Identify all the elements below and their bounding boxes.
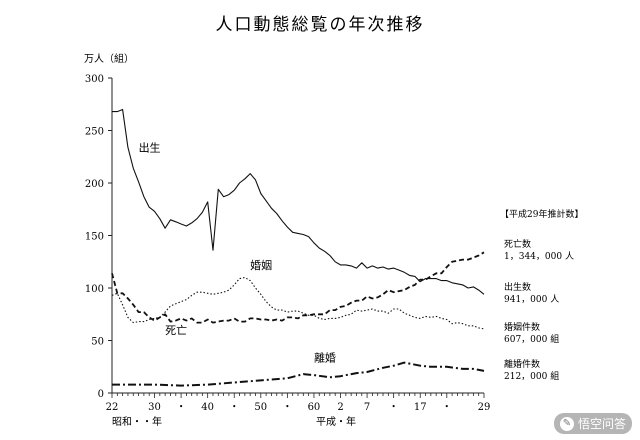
x-tick-label: 40 [201, 402, 214, 413]
y-tick-label: 200 [85, 179, 104, 190]
x-tick-label: ・ [229, 402, 239, 413]
x-tick-label: 22 [106, 402, 119, 413]
x-tick-label: ・ [282, 402, 292, 413]
x-tick-label: ・ [389, 402, 399, 413]
plot-layer: 0 50 100 150 200 250 300 22 30 ・ 40 ・ 50 ・ 60 2 7 ・ 17 ・ 29 出… [85, 74, 574, 413]
legend-name: 離婚件数 [504, 358, 540, 370]
series-label: 離婚 [314, 351, 336, 365]
x-tick-label: ・ [442, 402, 452, 413]
series-line-2 [111, 251, 485, 324]
x-era-label-heisei: 平成・年 [316, 415, 356, 428]
legend-name: 出生数 [504, 281, 531, 293]
x-tick-label: 60 [308, 402, 321, 413]
x-tick-label: 50 [254, 402, 267, 413]
x-tick-label: ・ [176, 402, 186, 413]
x-tick-label: 29 [478, 402, 491, 413]
watermark-text: 悟空问答 [577, 417, 626, 431]
chat-bubble-icon: ✎ [559, 416, 574, 431]
series-line-3 [111, 276, 485, 330]
legend-value: 607，000 組 [504, 333, 559, 345]
legend-value: 941，000 人 [504, 294, 559, 305]
series-label: 出生 [139, 141, 161, 155]
legend-name: 死亡数 [504, 238, 531, 250]
y-tick-label: 150 [85, 232, 104, 243]
y-tick-label: 50 [91, 337, 104, 348]
y-tick-label: 250 [85, 127, 104, 138]
y-tick-label: 0 [98, 389, 104, 400]
series-label: 婚姻 [250, 258, 272, 272]
chart-title: 人口動態総覧の年次推移 [216, 15, 425, 35]
x-tick-label: 17 [414, 402, 427, 413]
legend-name: 婚姻件数 [504, 321, 540, 333]
y-tick-label: 300 [85, 74, 104, 85]
y-axis-label: 万人（組） [84, 52, 134, 65]
x-tick-label: 2 [337, 402, 343, 413]
legend-value: 212，000 組 [504, 370, 559, 382]
series-line-1 [112, 108, 485, 295]
watermark: ✎ 悟空问答 [553, 413, 632, 434]
legend-value: 1，344，000 人 [504, 251, 574, 262]
x-tick-label: 7 [364, 402, 370, 413]
x-tick-label: 30 [148, 402, 161, 413]
series-line-4 [112, 361, 485, 387]
y-tick-label: 100 [85, 284, 104, 295]
x-era-label-showa: 昭和・・年 [112, 415, 162, 428]
series-label: 死亡 [165, 323, 187, 337]
legend-title: 【平成29年推計数】 [500, 208, 583, 220]
